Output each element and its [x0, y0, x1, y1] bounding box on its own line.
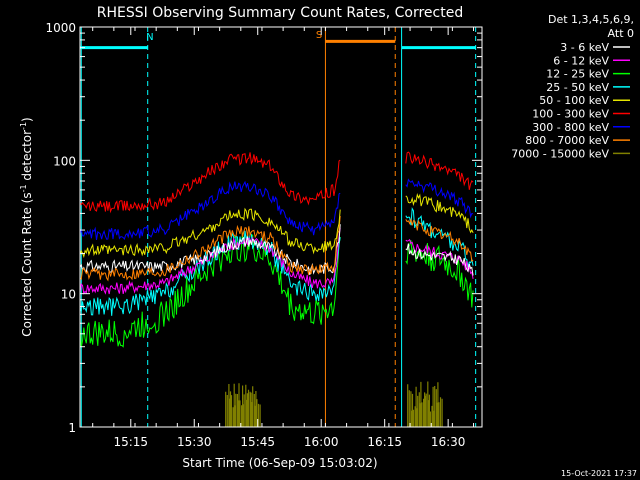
legend-header: Det 1,3,4,5,6,9, — [548, 13, 634, 26]
series-line — [79, 215, 341, 282]
x-axis: 15:15 15:30 15:45 16:00 16:15 16:30 — [92, 27, 475, 449]
x-axis-label: Start Time (06-Sep-09 15:03:02) — [182, 456, 377, 470]
y-axis-label-part: detector — [20, 130, 34, 185]
x-tick-label: 15:15 — [113, 435, 148, 449]
series-line — [225, 381, 443, 427]
series-line — [79, 152, 341, 214]
series-line — [405, 243, 474, 276]
chart-title: RHESSI Observing Summary Count Rates, Co… — [97, 5, 463, 21]
series-line — [405, 193, 474, 234]
x-tick-label: 15:45 — [240, 435, 275, 449]
flag-annotation: N — [146, 32, 153, 43]
series-line — [405, 206, 474, 268]
y-axis-label-part: Corrected Count Rate (s — [20, 192, 34, 336]
y-axis-label: Corrected Count Rate (s-1 detector-1) — [19, 117, 34, 336]
legend-item-label: 25 - 50 keV — [546, 81, 609, 94]
y-axis: 1 10 100 1000 — [45, 21, 482, 435]
series-line — [79, 227, 341, 295]
legend-header: Att 0 — [608, 27, 634, 40]
y-tick-label: 1000 — [45, 21, 76, 35]
legend-item-label: 3 - 6 keV — [560, 41, 609, 54]
legend-item-label: 12 - 25 keV — [546, 68, 609, 81]
series-line — [79, 207, 341, 259]
series-line — [79, 224, 341, 275]
y-axis-label-part: ) — [20, 117, 34, 122]
legend-item-label: 50 - 100 keV — [539, 94, 609, 107]
series-line — [405, 178, 474, 219]
legend-item-label: 7000 - 15000 keV — [511, 147, 609, 160]
y-axis-label-superscript: -1 — [19, 184, 28, 192]
y-tick-label: 10 — [61, 288, 76, 302]
plot-frame — [79, 26, 483, 428]
legend-item-label: 100 - 300 keV — [532, 108, 609, 121]
legend-item-label: 800 - 7000 keV — [525, 134, 609, 147]
x-tick-label: 15:30 — [177, 435, 212, 449]
legend-item-label: 6 - 12 keV — [553, 54, 609, 67]
series-line — [405, 217, 474, 262]
y-tick-label: 100 — [53, 154, 76, 168]
legend-item-label: 300 - 800 keV — [532, 121, 609, 134]
flag-annotation: S — [316, 30, 322, 41]
y-axis-label-superscript: -1 — [19, 122, 28, 130]
series-line — [405, 151, 474, 190]
timestamp: 15-Oct-2021 17:37 — [561, 469, 637, 478]
x-tick-label: 16:30 — [431, 435, 466, 449]
y-tick-label: 1 — [68, 421, 76, 435]
series-line — [79, 230, 341, 316]
x-tick-label: 16:00 — [304, 435, 339, 449]
series-line — [79, 180, 341, 241]
x-tick-label: 16:15 — [367, 435, 402, 449]
